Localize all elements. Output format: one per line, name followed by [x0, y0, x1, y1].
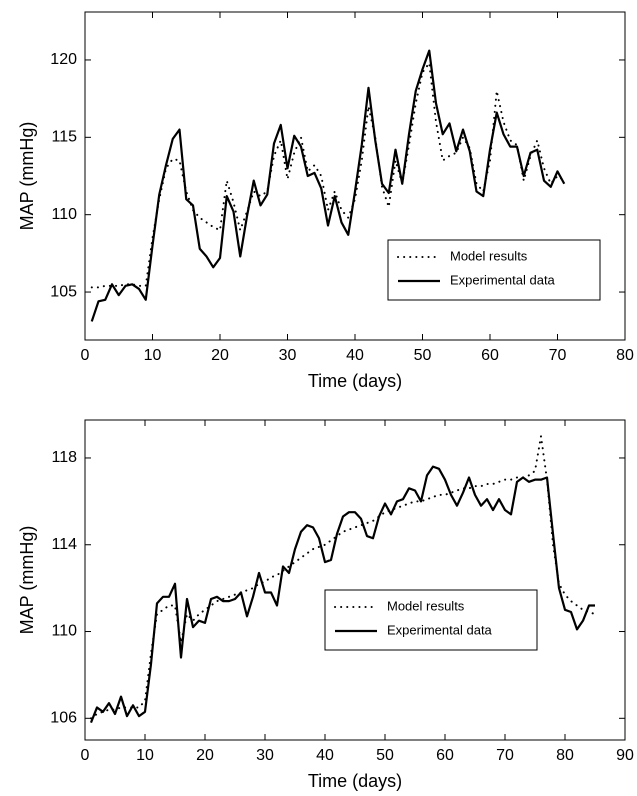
legend-label: Model results [387, 598, 465, 613]
series-line [90, 49, 566, 322]
x-axis-label: Time (days) [308, 371, 402, 391]
x-tick-label: 90 [616, 747, 634, 764]
series-line [90, 62, 566, 289]
x-tick-label: 60 [436, 747, 454, 764]
legend: Model results Experimental data [387, 239, 601, 301]
x-tick-label: 50 [414, 347, 432, 364]
legend-box [387, 239, 601, 301]
x-tick-label: 10 [144, 347, 162, 364]
x-axis-label: Time (days) [308, 771, 402, 791]
x-tick-label: 30 [279, 347, 297, 364]
legend-label: Experimental data [450, 272, 556, 287]
x-tick-label: 80 [616, 347, 634, 364]
y-tick-label: 118 [51, 449, 77, 466]
x-tick-label: 40 [346, 347, 364, 364]
x-tick-label: 60 [481, 347, 499, 364]
y-tick-label: 106 [50, 710, 77, 727]
x-tick-label: 0 [81, 347, 90, 364]
x-tick-label: 10 [136, 747, 154, 764]
y-tick-label: 110 [51, 623, 77, 640]
x-tick-label: 20 [211, 347, 229, 364]
y-axis-label: MAP (mmHg) [17, 122, 37, 231]
subplot: 0 10 20 30 40 50 60 70 80 105 110 115 120 Time (days)… [17, 11, 634, 391]
x-tick-label: 0 [81, 747, 90, 764]
legend: Model results Experimental data [324, 589, 538, 651]
axes-box [84, 419, 626, 741]
x-tick-label: 20 [196, 747, 214, 764]
x-tick-label: 30 [256, 747, 274, 764]
y-tick-label: 105 [50, 283, 77, 300]
y-tick-label: 114 [51, 536, 77, 553]
x-tick-label: 40 [316, 747, 334, 764]
y-tick-label: 120 [50, 51, 77, 68]
x-tick-label: 80 [556, 747, 574, 764]
legend-label: Model results [450, 248, 528, 263]
x-tick-label: 70 [496, 747, 514, 764]
series-line [89, 465, 595, 724]
y-tick-label: 110 [51, 206, 77, 223]
series-line [90, 435, 596, 720]
legend-box [324, 589, 538, 651]
x-tick-label: 70 [549, 347, 567, 364]
subplot: 0 10 20 30 40 50 60 70 80 90 106 110 114 118 Time (day… [17, 419, 634, 791]
y-axis-label: MAP (mmHg) [17, 526, 37, 635]
legend-label: Experimental data [387, 622, 493, 637]
y-tick-label: 115 [51, 129, 77, 146]
x-tick-label: 50 [376, 747, 394, 764]
